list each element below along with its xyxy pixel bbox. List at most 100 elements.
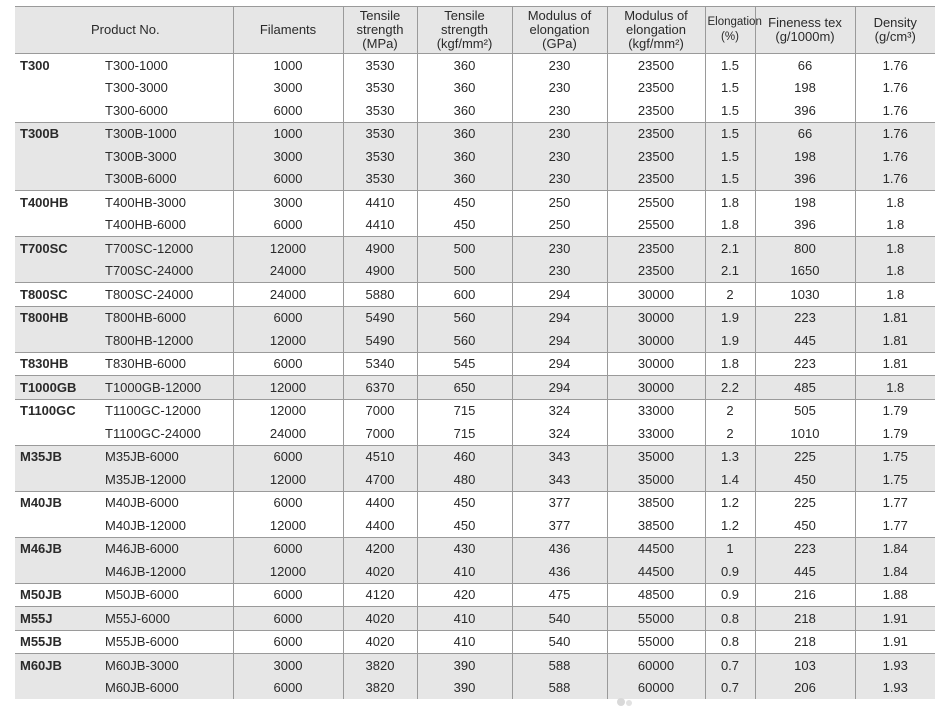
fineness-cell: 216 bbox=[754, 582, 855, 607]
fineness-cell: 505 bbox=[754, 398, 855, 422]
series-cell bbox=[15, 329, 102, 352]
fineness-cell: 103 bbox=[754, 653, 855, 677]
tensile-mpa-cell: 3530 bbox=[342, 167, 417, 191]
fineness-cell: 1650 bbox=[754, 259, 855, 283]
series-cell bbox=[15, 514, 102, 537]
header-fineness: Fineness tex (g/1000m) bbox=[754, 6, 855, 54]
elongation-cell: 1 bbox=[704, 536, 755, 560]
tensile-kgf-cell: 390 bbox=[416, 653, 512, 677]
density-cell: 1.76 bbox=[854, 167, 935, 191]
density-cell: 1.77 bbox=[854, 514, 935, 537]
modulus-kgf-cell: 23500 bbox=[606, 236, 705, 260]
elongation-cell: 0.7 bbox=[704, 653, 755, 677]
modulus-gpa-cell: 230 bbox=[511, 259, 607, 283]
density-cell: 1.8 bbox=[854, 282, 935, 306]
density-cell: 1.93 bbox=[854, 676, 935, 699]
density-cell: 1.8 bbox=[854, 375, 935, 399]
elongation-cell: 0.7 bbox=[704, 676, 755, 699]
modulus-kgf-cell: 38500 bbox=[606, 490, 705, 514]
elongation-cell: 1.5 bbox=[704, 99, 755, 122]
fineness-cell: 445 bbox=[754, 560, 855, 583]
elongation-cell: 1.2 bbox=[704, 514, 755, 537]
tensile-kgf-cell: 500 bbox=[416, 236, 512, 260]
grade-cell: T1000GB-12000 bbox=[102, 375, 233, 399]
fineness-cell: 223 bbox=[754, 305, 855, 329]
header-modulus-gpa: Modulus of elongation (GPa) bbox=[511, 6, 607, 54]
table-row: T800SC T800SC-24000 24000 5880 600 294 30000 2 1… bbox=[15, 282, 935, 306]
series-cell: M50JB bbox=[15, 582, 102, 607]
grade-cell: M46JB-6000 bbox=[102, 536, 233, 560]
grade-cell: T300B-3000 bbox=[102, 145, 233, 168]
tensile-kgf-cell: 545 bbox=[416, 351, 512, 376]
modulus-kgf-cell: 55000 bbox=[606, 606, 705, 630]
tensile-mpa-cell: 5490 bbox=[342, 329, 417, 352]
tensile-kgf-cell: 410 bbox=[416, 606, 512, 630]
elongation-cell: 2 bbox=[704, 422, 755, 445]
filaments-cell: 6000 bbox=[232, 606, 343, 630]
modulus-gpa-cell: 294 bbox=[511, 351, 607, 376]
modulus-kgf-cell: 60000 bbox=[606, 676, 705, 699]
modulus-gpa-cell: 377 bbox=[511, 514, 607, 537]
filaments-cell: 3000 bbox=[232, 145, 343, 168]
tensile-kgf-cell: 600 bbox=[416, 282, 512, 306]
series-cell: M55JB bbox=[15, 629, 102, 654]
modulus-gpa-cell: 475 bbox=[511, 582, 607, 607]
grade-cell: T300-6000 bbox=[105, 102, 168, 118]
fineness-cell: 445 bbox=[754, 329, 855, 352]
tensile-mpa-cell: 5880 bbox=[342, 282, 417, 306]
table-row: T800HB T800HB-6000 6000 5490 560 294 30000 1.9 2… bbox=[15, 305, 935, 329]
tensile-kgf-cell: 360 bbox=[416, 167, 512, 191]
tensile-mpa-cell: 3530 bbox=[342, 99, 417, 122]
modulus-kgf-cell: 44500 bbox=[606, 536, 705, 560]
table-row: M60JB-6000 6000 3820 390 588 60000 0.7 206 1.93 bbox=[15, 676, 935, 699]
tensile-kgf-cell: 360 bbox=[416, 121, 512, 145]
filaments-cell: 6000 bbox=[232, 167, 343, 191]
table-row: M40JB M40JB-6000 6000 4400 450 377 38500 1.2 225… bbox=[15, 490, 935, 514]
density-cell: 1.84 bbox=[854, 560, 935, 583]
table-row: T830HB T830HB-6000 6000 5340 545 294 30000 1.8 2… bbox=[15, 351, 935, 376]
modulus-gpa-cell: 294 bbox=[511, 329, 607, 352]
modulus-kgf-cell: 23500 bbox=[606, 167, 705, 191]
tensile-mpa-cell: 5340 bbox=[342, 351, 417, 376]
tensile-mpa-cell: 4020 bbox=[342, 560, 417, 583]
modulus-gpa-cell: 436 bbox=[511, 536, 607, 560]
density-cell: 1.76 bbox=[854, 53, 935, 77]
series-cell: T300B bbox=[15, 121, 102, 145]
series-cell bbox=[15, 99, 102, 122]
table-row: T700SC-24000 24000 4900 500 230 23500 2.1 1650 1… bbox=[15, 259, 935, 283]
filaments-cell: 12000 bbox=[232, 560, 343, 583]
elongation-cell: 0.9 bbox=[704, 560, 755, 583]
grade-cell: T300-3000 bbox=[105, 80, 168, 96]
density-cell: 1.81 bbox=[854, 329, 935, 352]
density-cell: 1.91 bbox=[854, 606, 935, 630]
fineness-cell: 206 bbox=[754, 676, 855, 699]
filaments-cell: 6000 bbox=[232, 676, 343, 699]
fineness-cell: 800 bbox=[754, 236, 855, 260]
fineness-cell: 225 bbox=[754, 444, 855, 468]
series-cell: T300 bbox=[15, 53, 102, 77]
elongation-cell: 2.1 bbox=[704, 259, 755, 283]
tensile-kgf-cell: 560 bbox=[416, 329, 512, 352]
elongation-cell: 1.8 bbox=[704, 213, 755, 237]
grade-cell: T300B-6000 bbox=[102, 167, 233, 191]
density-cell: 1.91 bbox=[854, 629, 935, 654]
tensile-mpa-cell: 5490 bbox=[342, 305, 417, 329]
filaments-cell: 24000 bbox=[232, 422, 343, 445]
modulus-kgf-cell: 33000 bbox=[606, 422, 705, 445]
grade-cell: T800HB-6000 bbox=[102, 305, 233, 329]
modulus-gpa-cell: 230 bbox=[511, 76, 607, 99]
table-row: M35JB M35JB-6000 6000 4510 460 343 35000 1.3 225… bbox=[15, 444, 935, 468]
elongation-cell: 1.5 bbox=[704, 145, 755, 168]
table-row: T400HB T400HB-3000 3000 4410 450 250 25500 1.8 1… bbox=[15, 190, 935, 214]
series-cell bbox=[15, 422, 102, 445]
table-row: M60JB M60JB-3000 3000 3820 390 588 60000 0.7 103… bbox=[15, 653, 935, 677]
density-cell: 1.77 bbox=[854, 490, 935, 514]
series-cell bbox=[15, 77, 102, 100]
series-cell bbox=[15, 214, 102, 237]
density-cell: 1.93 bbox=[854, 653, 935, 677]
grade-cell: M60JB-3000 bbox=[102, 653, 233, 677]
series-cell bbox=[15, 560, 102, 583]
tensile-kgf-cell: 390 bbox=[416, 676, 512, 699]
modulus-gpa-cell: 230 bbox=[511, 53, 607, 77]
